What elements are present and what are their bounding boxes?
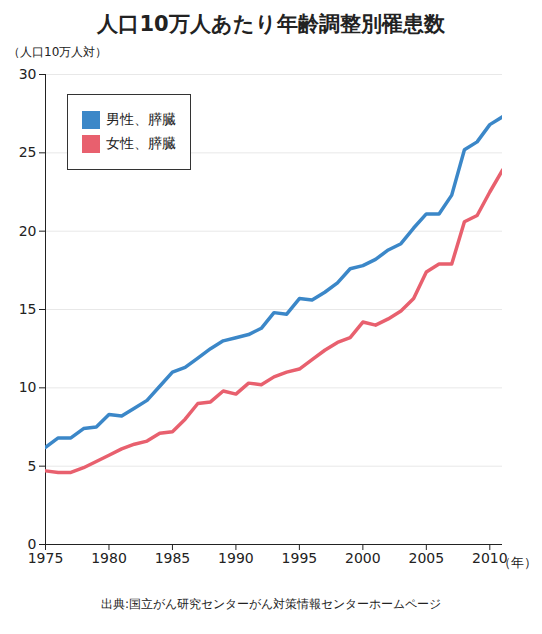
html-text:出典:国立がん研究センターがん対策情報センターホームページ: 出典:国立がん研究センターがん対策情報センターホームページ bbox=[101, 597, 441, 611]
svg-text:1985: 1985 bbox=[155, 550, 191, 566]
svg-text:0: 0 bbox=[27, 536, 37, 552]
html-text:男性、膵臓: 男性、膵臓 bbox=[106, 111, 176, 127]
svg-text:2000: 2000 bbox=[345, 550, 381, 566]
svg-text:（年）: （年） bbox=[498, 555, 537, 570]
svg-text:2010: 2010 bbox=[472, 550, 508, 567]
svg-text:2005: 2005 bbox=[409, 550, 445, 566]
svg-text:1975: 1975 bbox=[28, 550, 64, 566]
svg-text:20: 20 bbox=[19, 223, 37, 239]
html-text:（人口10万人対）: （人口10万人対） bbox=[8, 45, 108, 59]
svg-text:1990: 1990 bbox=[218, 550, 254, 566]
svg-text:5: 5 bbox=[28, 458, 37, 474]
html-text:女性、膵臓: 女性、膵臓 bbox=[106, 135, 176, 151]
svg-text:10: 10 bbox=[19, 379, 37, 395]
svg-text:1980: 1980 bbox=[91, 550, 127, 566]
svg-text:25: 25 bbox=[19, 144, 37, 160]
svg-text:1995: 1995 bbox=[282, 550, 318, 566]
svg-text:15: 15 bbox=[19, 301, 37, 317]
html-text:人口10万人あたり年齢調整別罹患数: 人口10万人あたり年齢調整別罹患数 bbox=[97, 12, 445, 36]
svg-text:30: 30 bbox=[19, 66, 37, 82]
